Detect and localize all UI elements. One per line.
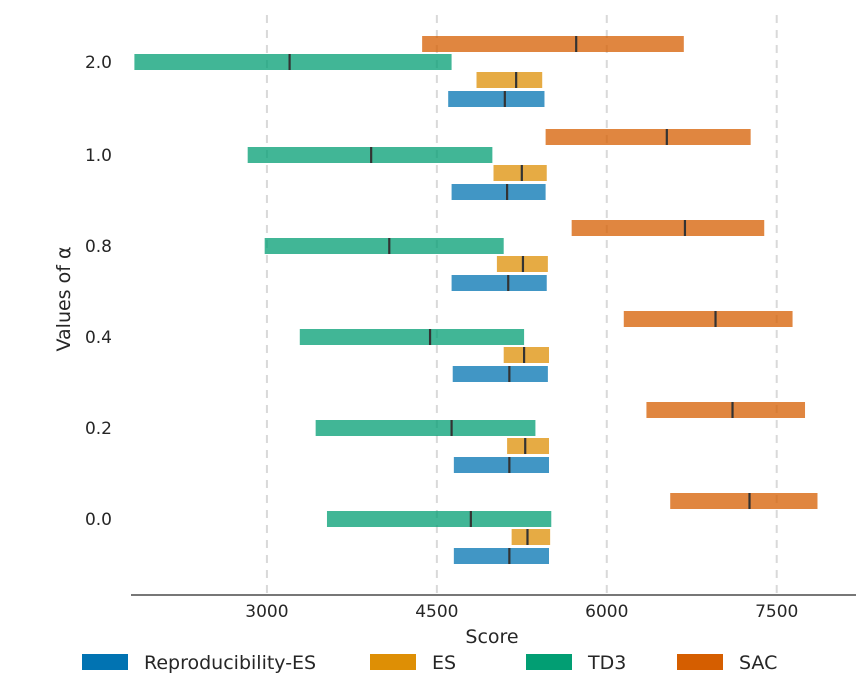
bar-td3-alpha-0.0	[326, 511, 552, 527]
bar-td3-alpha-2.0	[134, 54, 452, 70]
bar-reproducibility-es-alpha-0.2	[453, 457, 550, 473]
bar-reproducibility-es-alpha-0.8	[451, 275, 547, 291]
bar-es-alpha-0.4	[503, 347, 550, 363]
y-tick-label: 0.0	[85, 510, 112, 530]
legend-swatch-sac	[677, 654, 723, 670]
x-tick-labels: 3000 4500 6000 7500	[245, 602, 798, 622]
y-tick-label: 2.0	[85, 53, 112, 73]
bar-es-alpha-0.0	[511, 529, 551, 545]
range-bars	[134, 36, 818, 564]
y-axis-title: Values of α	[53, 247, 75, 352]
bar-sac-alpha-0.2	[646, 402, 806, 418]
bar-reproducibility-es-alpha-0.4	[452, 366, 548, 382]
legend-label-es: ES	[432, 652, 456, 674]
y-tick-labels: 2.0 1.0 0.8 0.4 0.2 0.0	[85, 53, 112, 530]
legend-label-td3: TD3	[587, 652, 626, 674]
y-tick-label: 0.2	[85, 419, 112, 439]
x-axis-title: Score	[465, 626, 518, 648]
bar-es-alpha-1.0	[493, 165, 547, 181]
bar-reproducibility-es-alpha-0.0	[453, 548, 550, 564]
legend-swatch-reproducibility-es	[82, 654, 128, 670]
bar-td3-alpha-1.0	[247, 147, 493, 163]
bar-td3-alpha-0.4	[299, 329, 525, 345]
x-tick-label: 3000	[245, 602, 288, 622]
bar-reproducibility-es-alpha-2.0	[448, 91, 545, 107]
bar-es-alpha-2.0	[476, 72, 543, 88]
bar-reproducibility-es-alpha-1.0	[451, 184, 546, 200]
bar-sac-alpha-0.8	[571, 220, 765, 236]
legend: Reproducibility-ES ES TD3 SAC	[82, 652, 777, 674]
x-tick-label: 7500	[755, 602, 798, 622]
legend-swatch-es	[370, 654, 416, 670]
bar-td3-alpha-0.2	[315, 420, 536, 436]
bar-td3-alpha-0.8	[264, 238, 504, 254]
y-tick-label: 0.8	[85, 237, 112, 257]
bar-sac-alpha-1.0	[545, 129, 751, 145]
legend-swatch-td3	[526, 654, 572, 670]
x-tick-label: 4500	[415, 602, 458, 622]
legend-label-reproducibility-es: Reproducibility-ES	[144, 652, 316, 674]
y-tick-label: 1.0	[85, 146, 112, 166]
x-tick-label: 6000	[585, 602, 628, 622]
bar-sac-alpha-0.4	[623, 311, 793, 327]
y-tick-label: 0.4	[85, 328, 112, 348]
bar-sac-alpha-0.0	[670, 493, 818, 509]
legend-label-sac: SAC	[739, 652, 777, 674]
bar-es-alpha-0.2	[507, 438, 550, 454]
bar-sac-alpha-2.0	[422, 36, 684, 52]
